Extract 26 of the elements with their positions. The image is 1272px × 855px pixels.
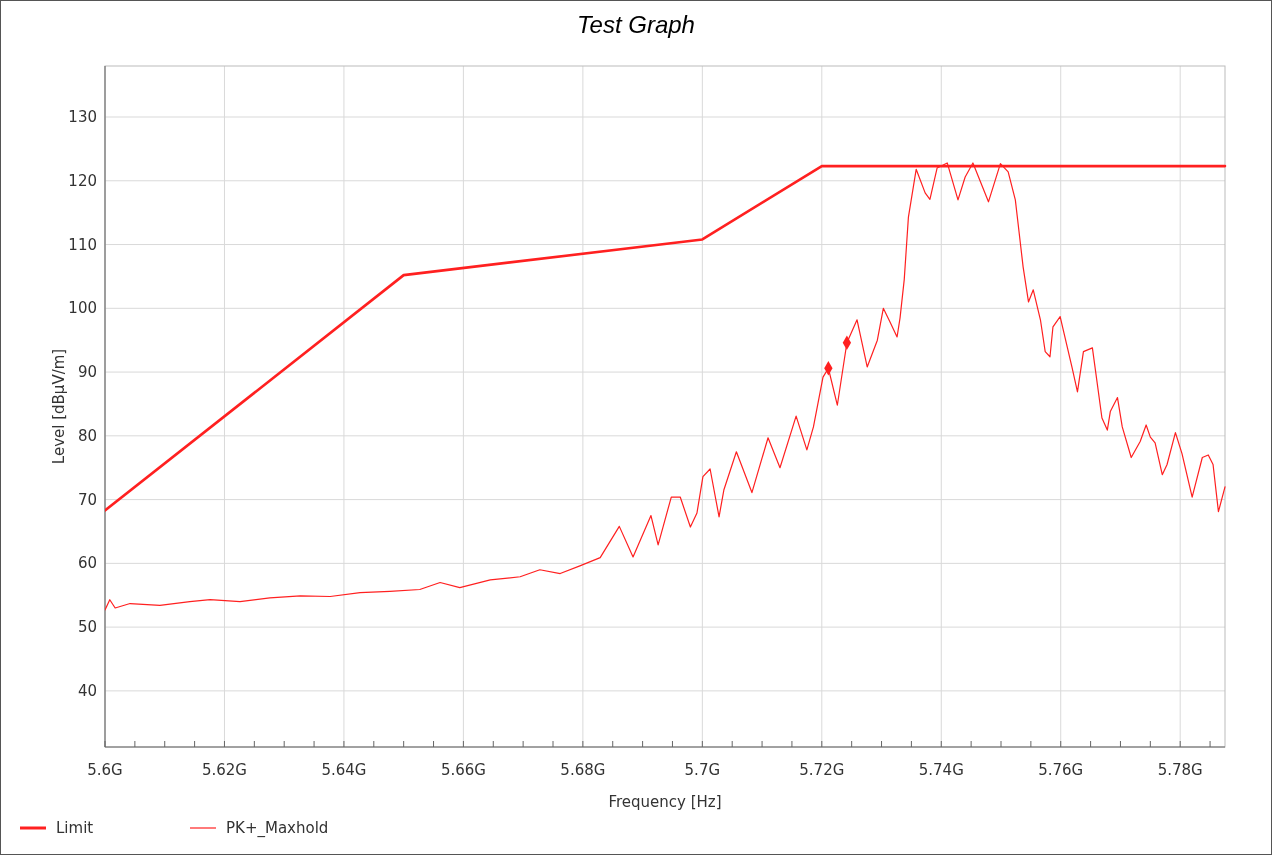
y-tick-label: 80 xyxy=(77,426,97,445)
legend-label: Limit xyxy=(56,819,94,837)
x-tick-label: 5.62G xyxy=(201,761,247,779)
y-tick-label: 70 xyxy=(77,490,97,509)
y-tick-label: 40 xyxy=(77,681,97,700)
y-tick-label: 110 xyxy=(68,235,97,254)
x-axis-title: Frequency [Hz] xyxy=(608,793,722,811)
y-tick-label: 100 xyxy=(68,299,97,318)
x-tick-label: 5.7G xyxy=(684,761,721,779)
legend-label: PK+_Maxhold xyxy=(226,819,329,838)
y-tick-label: 120 xyxy=(68,171,97,190)
x-tick-label: 5.76G xyxy=(1038,761,1084,779)
line-series xyxy=(105,162,1226,611)
x-tick-label: 5.6G xyxy=(87,761,123,779)
x-tick-label: 5.78G xyxy=(1157,761,1203,779)
y-axis-title: Level [dBµV/m] xyxy=(50,348,68,465)
chart-title: Test Graph xyxy=(577,11,695,38)
y-tick-label: 130 xyxy=(68,108,97,127)
x-tick-label: 5.64G xyxy=(321,761,367,779)
x-tick-label: 5.66G xyxy=(440,761,486,779)
x-tick-label: 5.68G xyxy=(560,761,606,779)
x-tick-label: 5.74G xyxy=(918,761,964,779)
x-tick-label: 5.72G xyxy=(799,761,845,779)
y-tick-label: 60 xyxy=(77,554,97,573)
y-tick-label: 90 xyxy=(77,363,97,382)
y-tick-label: 50 xyxy=(77,618,97,637)
